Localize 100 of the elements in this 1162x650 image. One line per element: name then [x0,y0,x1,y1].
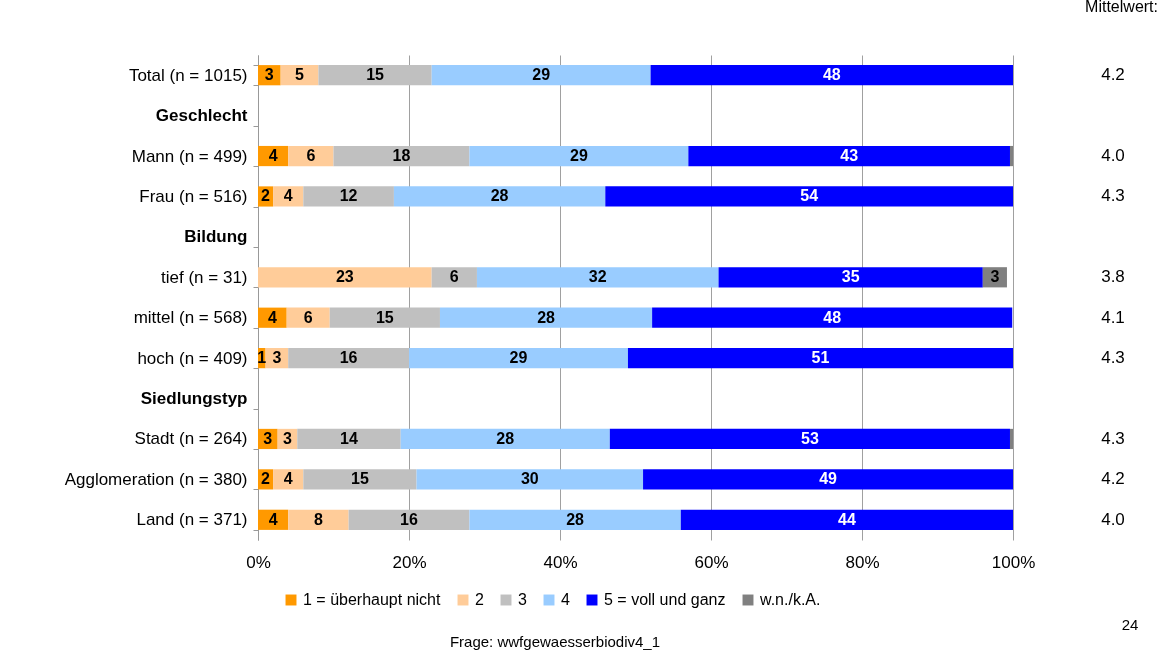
bar [476,267,719,288]
text: Frage: wwfgewaesserbiodiv4_1 [449,633,661,650]
data-label: 18 [392,147,411,165]
data-label: 2 [261,187,271,205]
bar [416,469,644,490]
data-label: 23 [335,268,354,286]
y-tick-label: tief (n = 31) [161,267,248,287]
y2-tick-label: 4.3 [1101,348,1125,368]
y-tick-label: Stadt (n = 264) [134,429,248,449]
legend-label: 1 = überhaupt nicht [303,591,441,608]
data-label: 16 [400,510,418,528]
data-label: 43 [840,147,859,165]
y-tick-label: hoch (n = 409) [137,348,248,368]
y-tick-label: Total (n = 1015) [128,65,248,85]
data-label: 15 [366,66,385,84]
bar [431,267,477,288]
legend-label: 3 [518,591,527,608]
data-label: 28 [496,429,515,447]
y2-tick-label: 4.0 [1101,509,1125,529]
data-label: 28 [566,510,585,528]
data-label: 28 [537,308,556,326]
data-label: 44 [838,510,856,528]
bar [1009,428,1013,450]
bar [303,186,394,207]
bar [469,509,681,530]
data-label: 30 [520,470,539,488]
y-tick-label: Geschlecht [155,106,248,126]
data-label: 15 [375,308,394,326]
x-tick-label: 60% [694,552,729,572]
data-label: 3 [272,349,282,367]
bar [627,348,1013,369]
x-tick-label: 80% [845,552,880,572]
data-label: 32 [588,268,607,286]
data-label: 29 [532,66,551,84]
bar [680,509,1013,530]
bar [393,186,606,207]
bar [650,65,1013,86]
data-label: 6 [306,147,316,165]
data-label: 28 [490,187,509,205]
bar [288,348,409,369]
data-label: 49 [819,470,838,488]
legend-label: 5 = voll und ganz [604,591,726,608]
bar [258,267,432,288]
y2-tick-label: 4.2 [1101,469,1125,489]
bar [400,428,610,450]
legend-label: 4 [561,591,570,608]
bar [439,307,653,328]
data-label: 6 [303,308,313,326]
bar [1009,145,1013,167]
y2-tick-label: 4.2 [1101,65,1125,85]
bar [718,267,983,288]
bar [286,307,330,328]
bar [303,469,417,490]
bar [288,145,334,167]
data-label: 14 [340,429,358,447]
y-tick-label: Frau (n = 516) [139,186,248,206]
data-label: 54 [800,187,819,205]
data-label: 3 [264,66,274,84]
y-tick-label: Siedlungstyp [140,389,248,409]
data-label: 12 [339,187,358,205]
y2-tick-label: 4.3 [1101,186,1125,206]
y-tick-label: Bildung [184,227,248,247]
legend-label: w.n./k.A. [759,591,821,608]
data-label: 29 [569,147,588,165]
data-label: 3 [990,268,1000,286]
data-label: 2 [261,470,271,488]
data-label: 4 [268,147,278,165]
bar [348,509,470,530]
data-label: 53 [801,429,819,447]
y2-tick-label: 4.0 [1101,146,1125,166]
bar [431,65,651,86]
y2-axis-title: Mittelwert: [1085,0,1158,15]
bar [605,186,1013,207]
bar [297,428,401,450]
x-tick-label: 100% [991,552,1036,572]
data-label: 16 [339,349,358,367]
data-label: 48 [822,66,841,84]
data-label: 3 [263,429,273,447]
bar [469,145,689,167]
data-label: 3 [282,429,292,447]
bar [318,65,432,86]
y2-tick-label: 3.8 [1101,267,1125,287]
x-tick-label: 40% [543,552,578,572]
data-label: 15 [351,470,369,488]
bar [409,348,628,369]
data-label: 6 [449,268,459,286]
legend-label: 2 [475,591,484,608]
x-tick-label: 20% [392,552,427,572]
bar [609,428,1010,450]
data-label: 51 [811,349,830,367]
bar [329,307,440,328]
data-label: 4 [267,308,277,326]
y2-tick-label: 4.3 [1101,428,1125,448]
bar [688,145,1010,167]
data-label: 35 [841,268,860,286]
y2-tick-label: 4.1 [1101,307,1125,327]
data-label: 29 [509,349,528,367]
data-label: 8 [313,510,323,528]
bar [333,145,470,167]
data-label: 4 [283,187,293,205]
